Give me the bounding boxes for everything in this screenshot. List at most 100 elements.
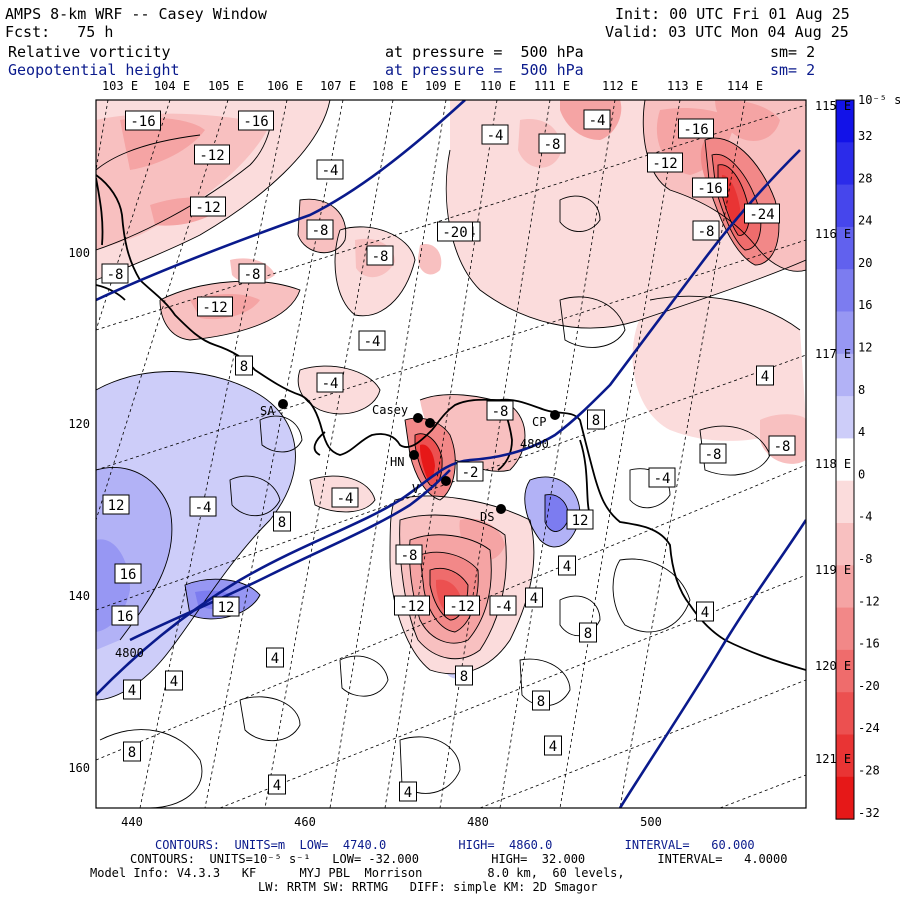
contour-label: -12 — [652, 156, 677, 172]
footer-vorticity-contours: CONTOURS: UNITS=10⁻⁵ s⁻¹ LOW= -32.000 HI… — [130, 852, 788, 866]
contour-label-box — [266, 647, 284, 668]
contour-label-box — [102, 494, 130, 515]
contour-label-box — [235, 355, 253, 376]
colorbar-tick-label: 20 — [858, 256, 872, 270]
contour-label-box — [273, 511, 291, 532]
geopotential-contours — [96, 100, 806, 808]
field2-smoothing: sm= 2 — [770, 61, 816, 79]
contour-label: 8 — [537, 694, 545, 710]
colorbar-swatch — [836, 480, 854, 524]
contour-label: -12 — [199, 148, 224, 164]
contour-label-box — [544, 735, 562, 756]
contour-label: -8 — [244, 267, 261, 283]
contour-label: 4 — [273, 778, 281, 794]
contour-label-box — [678, 118, 714, 139]
contour-label-box — [197, 296, 233, 317]
contour-label: -24 — [749, 207, 774, 223]
lon-label-right: 119 E — [815, 563, 851, 577]
contour-label: -16 — [683, 122, 708, 138]
contour-label-box — [123, 741, 141, 762]
contour-label-box — [437, 221, 473, 242]
contour-label: -8 — [705, 447, 722, 463]
x-tick-label: 440 — [121, 815, 143, 829]
contour-label-box — [583, 109, 611, 130]
colorbar-swatch — [836, 184, 854, 228]
lon-label-top: 107 E — [320, 79, 356, 93]
field2-level: at pressure = 500 hPa — [385, 61, 584, 79]
y-tick-label: 140 — [68, 589, 90, 603]
contour-label-box — [744, 203, 780, 224]
footer-physics-info: LW: RRTM SW: RRTMG DIFF: simple KM: 2D S… — [258, 880, 598, 894]
colorbar-swatch — [836, 607, 854, 651]
colorbar-tick-label: 32 — [858, 129, 872, 143]
lon-label-right: 117 E — [815, 347, 851, 361]
contour-label: -8 — [107, 267, 124, 283]
contour-label: -20 — [442, 225, 467, 241]
contour-label: 4 — [563, 559, 571, 575]
colorbar-tick-label: -32 — [858, 806, 880, 820]
colorbar-tick-label: 8 — [858, 383, 865, 397]
x-tick-label: 480 — [467, 815, 489, 829]
field2-name: Geopotential height — [8, 61, 180, 79]
contour-label-box — [316, 372, 344, 393]
colorbar-swatch — [836, 100, 854, 143]
contour-label: -4 — [495, 599, 512, 615]
contour-label: -8 — [544, 137, 561, 153]
contour-label-box — [238, 263, 266, 284]
contour-label: -12 — [195, 200, 220, 216]
contour-label-box — [456, 461, 484, 482]
contour-label: 4 — [549, 739, 557, 755]
station-label: V — [412, 482, 419, 496]
colorbar-tick-label: -4 — [858, 510, 872, 524]
footer-model-info: Model Info: V4.3.3 KF MYJ PBL Morrison 8… — [90, 866, 625, 880]
colorbar-swatch — [836, 142, 854, 186]
contour-label: 8 — [128, 745, 136, 761]
contour-label-box — [123, 679, 141, 700]
contour-label-box — [212, 596, 240, 617]
lon-label-top: 105 E — [208, 79, 244, 93]
vorticity-field — [96, 100, 806, 700]
lon-label-right: 118 E — [815, 457, 851, 471]
height-contour-label: 4800 — [115, 646, 144, 660]
contour-label: 16 — [120, 567, 137, 583]
contour-label-box — [306, 219, 334, 240]
contour-label: -8 — [774, 439, 791, 455]
contour-label-box — [444, 595, 480, 616]
contour-label-box — [268, 774, 286, 795]
contour-label-box — [558, 555, 576, 576]
colorbar-tick-label: 12 — [858, 341, 872, 355]
contour-label-box — [189, 496, 217, 517]
colorbar-swatch — [836, 396, 854, 439]
contour-label-box — [165, 670, 183, 691]
contour-label: -4 — [337, 491, 354, 507]
height-contour-label: 4800 — [520, 437, 549, 451]
contour-label: -8 — [312, 223, 329, 239]
contour-label-box — [366, 245, 394, 266]
contour-label: -16 — [697, 181, 722, 197]
colorbar-tick-label: 16 — [858, 298, 872, 312]
contour-label: 12 — [218, 600, 235, 616]
contour-label-box — [756, 365, 774, 386]
contour-label-box — [699, 443, 727, 464]
contour-label: 8 — [584, 626, 592, 642]
contour-label-box — [587, 409, 605, 430]
colorbar-swatch — [836, 692, 854, 735]
contour-label: -4 — [322, 163, 339, 179]
contour-label: 12 — [572, 513, 589, 529]
colorbar-tick-label: 0 — [858, 467, 865, 481]
footer-height-contours: CONTOURS: UNITS=m LOW= 4740.0 HIGH= 4860… — [155, 838, 755, 852]
colorbar-tick-label: 28 — [858, 171, 872, 185]
contour-label-box — [486, 400, 514, 421]
contour-label-box — [194, 144, 230, 165]
lon-label-right: 115 E — [815, 99, 851, 113]
lon-label-top: 111 E — [534, 79, 570, 93]
contour-label: -4 — [487, 128, 504, 144]
contour-label: 4 — [530, 591, 538, 607]
field1-level: at pressure = 500 hPa — [385, 43, 584, 61]
lon-label-top: 114 E — [727, 79, 763, 93]
contour-label: -4 — [364, 334, 381, 350]
contour-label: -2 — [462, 465, 479, 481]
contour-label-box — [696, 601, 714, 622]
y-tick-label: 120 — [68, 417, 90, 431]
